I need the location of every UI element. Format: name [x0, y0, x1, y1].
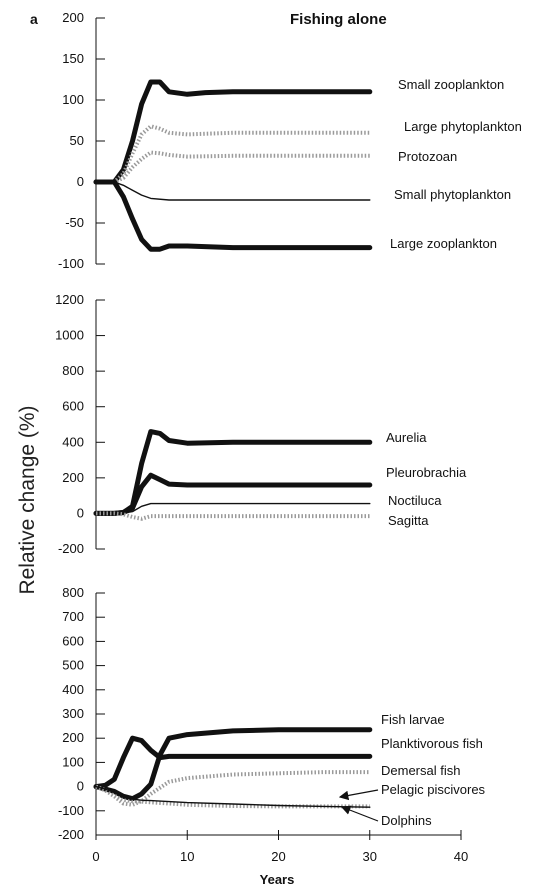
- middle-y-tick-label: 1000: [55, 328, 84, 343]
- middle-y-tick-label: 800: [62, 363, 84, 378]
- series-line-small-phytoplankton: [95, 181, 371, 201]
- arrow-pelagic-piscivores: [338, 789, 379, 801]
- top-y-tick-label: 50: [70, 133, 84, 148]
- series-line-protozoan: [96, 150, 370, 184]
- series-label-protozoan: Protozoan: [398, 149, 457, 164]
- middle-y-tick-label: -200: [58, 541, 84, 556]
- middle-y-tick-label: 200: [62, 470, 84, 485]
- series-line-fish-larvae: [93, 727, 373, 802]
- bottom-y-tick-label: 800: [62, 585, 84, 600]
- series-line-large-zooplankton: [93, 179, 373, 252]
- top-y-tick-label: -100: [58, 256, 84, 271]
- series-label-noctiluca: Noctiluca: [388, 493, 442, 508]
- bottom-y-tick-label: 600: [62, 633, 84, 648]
- series-label-fish-larvae: Fish larvae: [381, 712, 445, 727]
- middle-y-tick-label: 0: [77, 505, 84, 520]
- middle-y-tick-label: 1200: [55, 292, 84, 307]
- series-line-planktivorous-fish: [93, 735, 373, 790]
- top-y-tick-label: 100: [62, 92, 84, 107]
- bottom-y-tick-label: 200: [62, 730, 84, 745]
- series-line-demersal-fish: [95, 770, 370, 807]
- series-line-sagitta: [96, 511, 370, 521]
- bottom-y-tick-label: -100: [58, 803, 84, 818]
- x-tick-label: 0: [92, 849, 99, 864]
- bottom-y-tick-label: 700: [62, 609, 84, 624]
- series-label-pelagic-piscivores: Pelagic piscivores: [381, 782, 486, 797]
- series-label-pleurobrachia: Pleurobrachia: [386, 465, 467, 480]
- top-y-tick-label: 200: [62, 10, 84, 25]
- series-line-large-phytoplankton: [96, 124, 370, 184]
- series-label-demersal-fish: Demersal fish: [381, 763, 460, 778]
- series-label-dolphins: Dolphins: [381, 813, 432, 828]
- series-line-noctiluca: [95, 502, 371, 515]
- x-tick-label: 20: [271, 849, 285, 864]
- bottom-y-tick-label: 100: [62, 754, 84, 769]
- bottom-y-tick-label: 500: [62, 658, 84, 673]
- series-label-large-zooplankton: Large zooplankton: [390, 236, 497, 251]
- x-tick-label: 30: [363, 849, 377, 864]
- middle-y-tick-label: 600: [62, 399, 84, 414]
- series-label-small-phytoplankton: Small phytoplankton: [394, 187, 511, 202]
- series-label-aurelia: Aurelia: [386, 430, 427, 445]
- bottom-y-tick-label: 300: [62, 706, 84, 721]
- series-line-dolphins: [95, 785, 371, 808]
- series-label-planktivorous-fish: Planktivorous fish: [381, 736, 483, 751]
- series-line-small-zooplankton: [93, 79, 373, 185]
- panel-letter: a: [30, 11, 38, 27]
- top-y-tick-label: -50: [65, 215, 84, 230]
- series-label-sagitta: Sagitta: [388, 513, 429, 528]
- x-tick-label: 40: [454, 849, 468, 864]
- series-label-small-zooplankton: Small zooplankton: [398, 77, 504, 92]
- arrow-dolphins: [340, 805, 379, 822]
- x-axis-label: Years: [260, 872, 295, 887]
- x-tick-label: 10: [180, 849, 194, 864]
- bottom-y-tick-label: -200: [58, 827, 84, 842]
- bottom-y-tick-label: 0: [77, 779, 84, 794]
- chart-title: Fishing alone: [290, 11, 387, 28]
- series-line-pelagic-piscivores: [95, 784, 370, 809]
- top-y-tick-label: 150: [62, 51, 84, 66]
- y-axis-label: Relative change (%): [16, 405, 39, 594]
- bottom-y-tick-label: 400: [62, 682, 84, 697]
- top-y-tick-label: 0: [77, 174, 84, 189]
- middle-y-tick-label: 400: [62, 434, 84, 449]
- series-label-large-phytoplankton: Large phytoplankton: [404, 119, 522, 134]
